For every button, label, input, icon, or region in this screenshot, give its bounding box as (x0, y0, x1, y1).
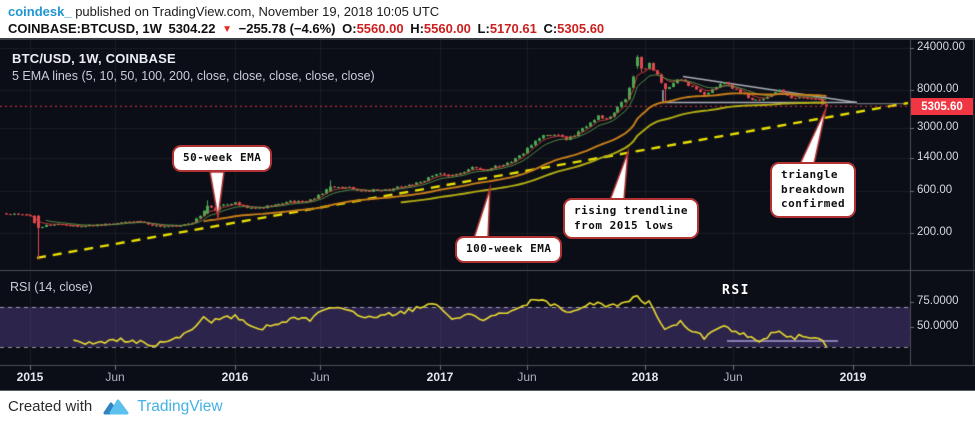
close-label: C: (543, 21, 558, 36)
last-price: 5304.22 (168, 21, 216, 36)
annotation-bubble-trendline[interactable]: rising trendline from 2015 lows (563, 198, 699, 240)
low-value: 5170.61 (489, 21, 537, 36)
annotation-bubble-ema100[interactable]: 100-week EMA (455, 236, 563, 263)
high-value: 5560.00 (423, 21, 471, 36)
open-value: 5560.00 (356, 21, 404, 36)
publish-info: published on TradingView.com, November 1… (71, 4, 440, 19)
annotation-bubble-ema50[interactable]: 50-week EMA (172, 145, 273, 172)
price-change: −255.78 (−4.6%) (238, 21, 336, 36)
annotation-bubble-breakdown[interactable]: triangle breakdown confirmed (770, 162, 857, 218)
close-value: 5305.60 (557, 21, 605, 36)
tradingview-brand-link[interactable]: TradingView (137, 397, 223, 415)
symbol-line: COINBASE:BTCUSD, 1W 5304.22 ▼ −255.78 (−… (8, 20, 975, 38)
low-label: L: (477, 21, 490, 36)
open-label: O: (342, 21, 357, 36)
created-with-text: Created with (8, 398, 93, 415)
publish-line: coindesk_ published on TradingView.com, … (8, 4, 975, 20)
tradingview-logo-icon[interactable] (102, 397, 130, 416)
footer: Created with TradingView (0, 390, 975, 422)
down-arrow-icon: ▼ (222, 24, 232, 35)
symbol-name[interactable]: COINBASE:BTCUSD, 1W (8, 21, 162, 36)
header: coindesk_ published on TradingView.com, … (0, 0, 975, 40)
chart-area[interactable]: BTC/USD, 1W, COINBASE 5 EMA lines (5, 10… (0, 40, 975, 390)
publisher-name[interactable]: coindesk_ (8, 4, 72, 19)
high-label: H: (410, 21, 424, 36)
